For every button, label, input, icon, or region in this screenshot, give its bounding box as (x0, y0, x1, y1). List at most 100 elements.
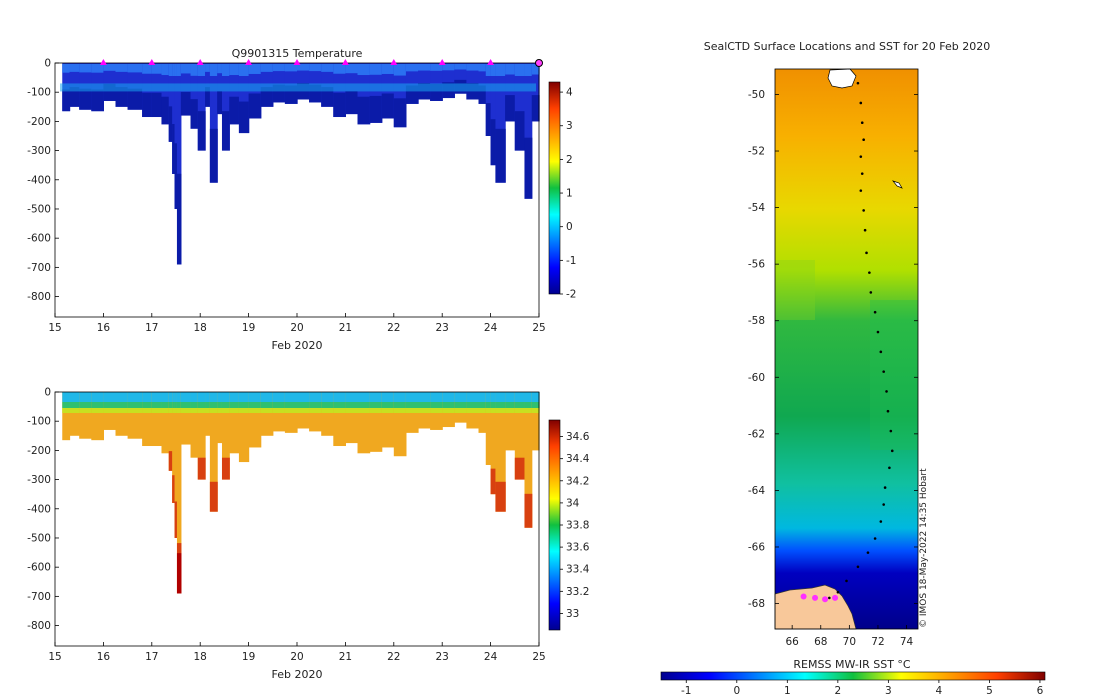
salinity-fresh-band (454, 392, 467, 402)
temperature-deep-band (345, 91, 359, 115)
lat-tick-label: -60 (748, 372, 765, 384)
x-tick-label: 22 (387, 322, 400, 334)
track-point (859, 155, 863, 158)
sst-map-x-axis: 66 68 70 72 74 (785, 625, 914, 648)
temperature-warm-band (442, 64, 455, 71)
salinity-profile-column (205, 392, 211, 436)
salinity-fresh-band (176, 392, 182, 402)
temperature-subsurface-band (60, 83, 536, 92)
track-point (856, 565, 860, 569)
temperature-deep-band (321, 87, 334, 107)
track-point (883, 486, 887, 489)
temperature-warm-band (418, 64, 431, 71)
salinity-fresh-band (248, 392, 262, 402)
temperature-warm-band (151, 64, 163, 74)
track-point (888, 466, 891, 470)
salinity-x-label: Feb 2020 (272, 668, 323, 681)
y-tick-label: 0 (44, 58, 51, 70)
salinity-fresh-band (115, 392, 129, 402)
salinity-fresh-band (309, 392, 322, 402)
lat-tick-label: -50 (748, 89, 765, 101)
lon-tick-label: 72 (871, 636, 884, 648)
salinity-fresh-band (260, 392, 274, 402)
salinity-mid-band (176, 402, 182, 408)
salinity-fresh-band (418, 392, 431, 402)
track-point (882, 370, 885, 373)
salinity-transition-band (454, 408, 467, 413)
salinity-transition-band (381, 408, 395, 413)
y-tick-label: -600 (27, 562, 51, 574)
salinity-mid-band (248, 402, 262, 408)
salinity-transition-band (321, 408, 334, 413)
track-point (873, 310, 877, 314)
salinity-mid-band (221, 402, 230, 408)
salinity-transition-band (260, 408, 274, 413)
temperature-warm-band (180, 64, 192, 74)
salinity-transition-band (115, 408, 129, 413)
colorbar-tick-label: 34 (566, 497, 580, 509)
salinity-fresh-band (514, 392, 526, 402)
temperature-deep-band (69, 87, 80, 107)
salinity-transition-band (238, 408, 250, 413)
track-point (890, 449, 894, 453)
track-point (828, 596, 831, 600)
temperature-warm-band (172, 64, 176, 76)
temperature-deep-band (151, 92, 163, 118)
salinity-transition-band (495, 408, 506, 413)
salinity-deep-band (514, 457, 526, 480)
seal-marker (800, 593, 807, 600)
temperature-warm-band (69, 64, 80, 72)
salinity-mid-band (91, 402, 104, 408)
seal-surface-markers (800, 593, 839, 603)
y-tick-label: -100 (27, 416, 51, 428)
temperature-warm-band (197, 64, 206, 76)
salinity-mid-band (161, 402, 170, 408)
lat-tick-label: -64 (748, 485, 765, 497)
x-tick-label: 20 (290, 322, 303, 334)
salinity-transition-band (172, 408, 176, 413)
temperature-x-axis: 15 16 17 18 19 20 21 22 23 24 25 (48, 313, 546, 334)
salinity-transition-band (297, 408, 310, 413)
salinity-fresh-band (79, 392, 92, 402)
salinity-mid-band (209, 402, 218, 408)
salinity-transition-band (91, 408, 104, 413)
track-point (866, 551, 870, 554)
salinity-mid-band (345, 402, 359, 408)
salinity-fresh-band (190, 392, 199, 402)
track-point (879, 350, 883, 354)
salinity-transition-band (442, 408, 455, 413)
temperature-deep-band (62, 89, 71, 112)
temperature-warm-band (381, 64, 395, 74)
temperature-deep-band (209, 128, 218, 183)
surface-marker (99, 59, 107, 65)
sst-map-y-axis: -50 -52 -54 -56 -58 -60 -62 -64 -66 -68 (748, 89, 918, 610)
temperature-title: Q9901315 Temperature (232, 47, 363, 60)
sst-field-west-patch (775, 260, 815, 320)
y-tick-label: -400 (27, 174, 51, 186)
salinity-deepest-band (176, 553, 182, 594)
temperature-warm-band (369, 64, 383, 75)
temperature-profile-column (176, 63, 182, 265)
temperature-profile-column (172, 63, 176, 174)
salinity-mid-band (115, 402, 129, 408)
temperature-warm-band (297, 64, 310, 71)
temperature-deep-band (229, 96, 240, 125)
salinity-transition-band (490, 408, 497, 413)
temperature-warm-band (161, 64, 170, 76)
sst-colorbar-tick-label: 1 (784, 685, 791, 697)
seal-track (828, 81, 894, 600)
temperature-profile-column (524, 63, 533, 199)
salinity-transition-band (485, 408, 492, 413)
surface-marker (390, 59, 398, 65)
temperature-deep-band (197, 111, 206, 151)
surface-marker (438, 59, 446, 65)
sst-colorbar-tick-label: 0 (733, 685, 740, 697)
salinity-mid-band (238, 402, 250, 408)
track-point (860, 172, 864, 175)
salinity-deep-band (197, 457, 206, 480)
salinity-mid-band (418, 402, 431, 408)
temperature-deep-band (115, 87, 129, 107)
temperature-warm-band (238, 64, 250, 76)
salinity-profile-column (190, 392, 199, 458)
temperature-deep-band (369, 95, 383, 123)
